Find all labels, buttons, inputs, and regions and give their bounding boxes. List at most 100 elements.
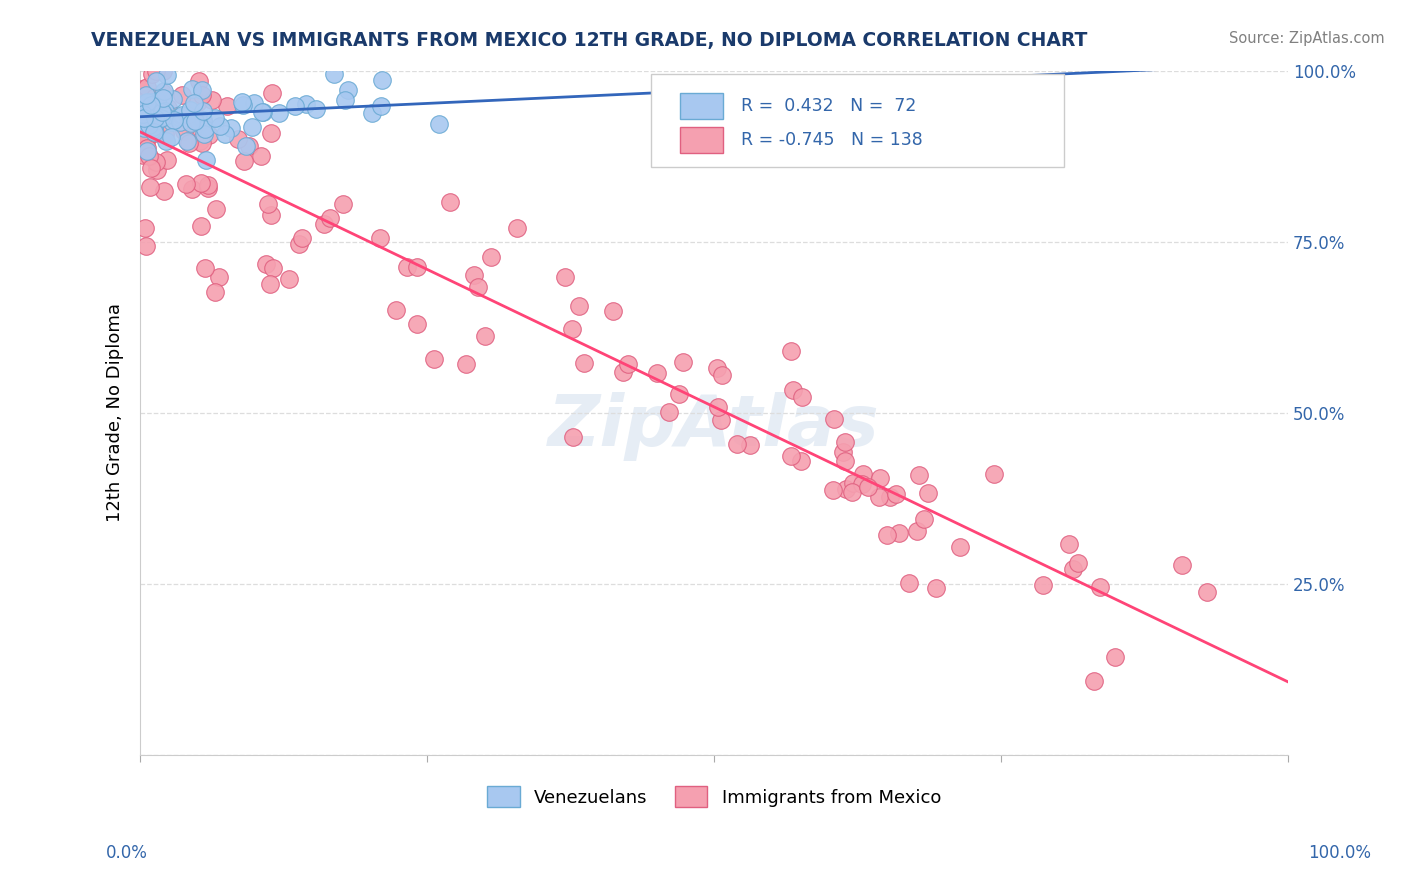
Point <box>790 391 813 405</box>
Point <box>232 154 254 169</box>
Point <box>554 269 576 284</box>
Point <box>194 260 217 275</box>
Point <box>427 117 450 131</box>
Text: ZipAtlas: ZipAtlas <box>548 392 880 461</box>
Point <box>479 251 502 265</box>
Point <box>671 355 693 369</box>
Point <box>169 115 191 129</box>
Point <box>180 82 202 96</box>
Point <box>150 105 173 120</box>
Point <box>179 103 201 117</box>
Point <box>259 277 281 292</box>
Point <box>370 73 392 87</box>
Point <box>170 88 193 103</box>
Point <box>156 68 179 82</box>
Point <box>173 124 195 138</box>
Point <box>561 430 583 444</box>
Point <box>131 98 153 112</box>
FancyBboxPatch shape <box>679 128 723 153</box>
Point <box>191 136 214 150</box>
Point <box>191 83 214 97</box>
Point <box>193 127 215 141</box>
Point <box>135 239 157 253</box>
Point <box>889 526 911 541</box>
Point <box>141 67 163 81</box>
Point <box>132 120 155 135</box>
Point <box>657 405 679 419</box>
Point <box>423 352 446 367</box>
Point <box>780 450 803 464</box>
Point <box>706 400 728 414</box>
Point <box>135 116 157 130</box>
Point <box>243 95 266 110</box>
Point <box>463 268 485 282</box>
Point <box>183 95 205 110</box>
Point <box>132 111 155 125</box>
Point <box>226 132 249 146</box>
Point <box>574 355 596 369</box>
Point <box>1032 577 1054 591</box>
Point <box>187 95 209 109</box>
Point <box>1171 558 1194 572</box>
Point <box>277 272 299 286</box>
Point <box>332 197 354 211</box>
Point <box>141 161 163 175</box>
Point <box>361 106 384 120</box>
Point <box>869 471 891 485</box>
Point <box>197 181 219 195</box>
Point <box>208 270 231 285</box>
Point <box>138 118 160 132</box>
Point <box>191 103 214 118</box>
Point <box>291 231 314 245</box>
Point <box>145 154 167 169</box>
Point <box>710 368 733 382</box>
Point <box>204 111 226 125</box>
Point <box>249 149 271 163</box>
Point <box>152 91 174 105</box>
Point <box>439 195 461 210</box>
Point <box>205 202 228 216</box>
Y-axis label: 12th Grade, No Diploma: 12th Grade, No Diploma <box>107 303 124 523</box>
Point <box>194 153 217 167</box>
Point <box>163 113 186 128</box>
Point <box>139 97 162 112</box>
Point <box>138 149 160 163</box>
Point <box>204 285 226 300</box>
Point <box>153 184 176 198</box>
Point <box>612 365 634 379</box>
Point <box>252 105 274 120</box>
Point <box>925 581 948 595</box>
Point <box>183 121 205 136</box>
Point <box>180 182 202 196</box>
Point <box>823 412 845 426</box>
Point <box>155 109 177 123</box>
Point <box>876 528 898 542</box>
Point <box>153 84 176 98</box>
Point <box>143 90 166 104</box>
Point <box>136 80 159 95</box>
Point <box>851 477 873 491</box>
Point <box>821 483 844 498</box>
Point <box>146 163 169 178</box>
Point <box>159 130 181 145</box>
Text: 100.0%: 100.0% <box>1308 844 1371 862</box>
Point <box>153 109 176 123</box>
Point <box>132 106 155 120</box>
Point <box>884 487 907 501</box>
Point <box>710 413 733 427</box>
Point <box>146 94 169 108</box>
Point <box>254 257 277 271</box>
Point <box>194 121 217 136</box>
Point <box>235 139 257 153</box>
Text: R =  0.432   N =  72: R = 0.432 N = 72 <box>741 97 915 115</box>
Point <box>454 357 477 371</box>
Point <box>143 122 166 136</box>
Point <box>1062 562 1084 576</box>
Point <box>184 114 207 128</box>
Point <box>396 260 419 274</box>
Point <box>238 138 260 153</box>
Point <box>384 302 406 317</box>
Point <box>156 153 179 167</box>
Point <box>190 177 212 191</box>
Point <box>333 93 356 107</box>
